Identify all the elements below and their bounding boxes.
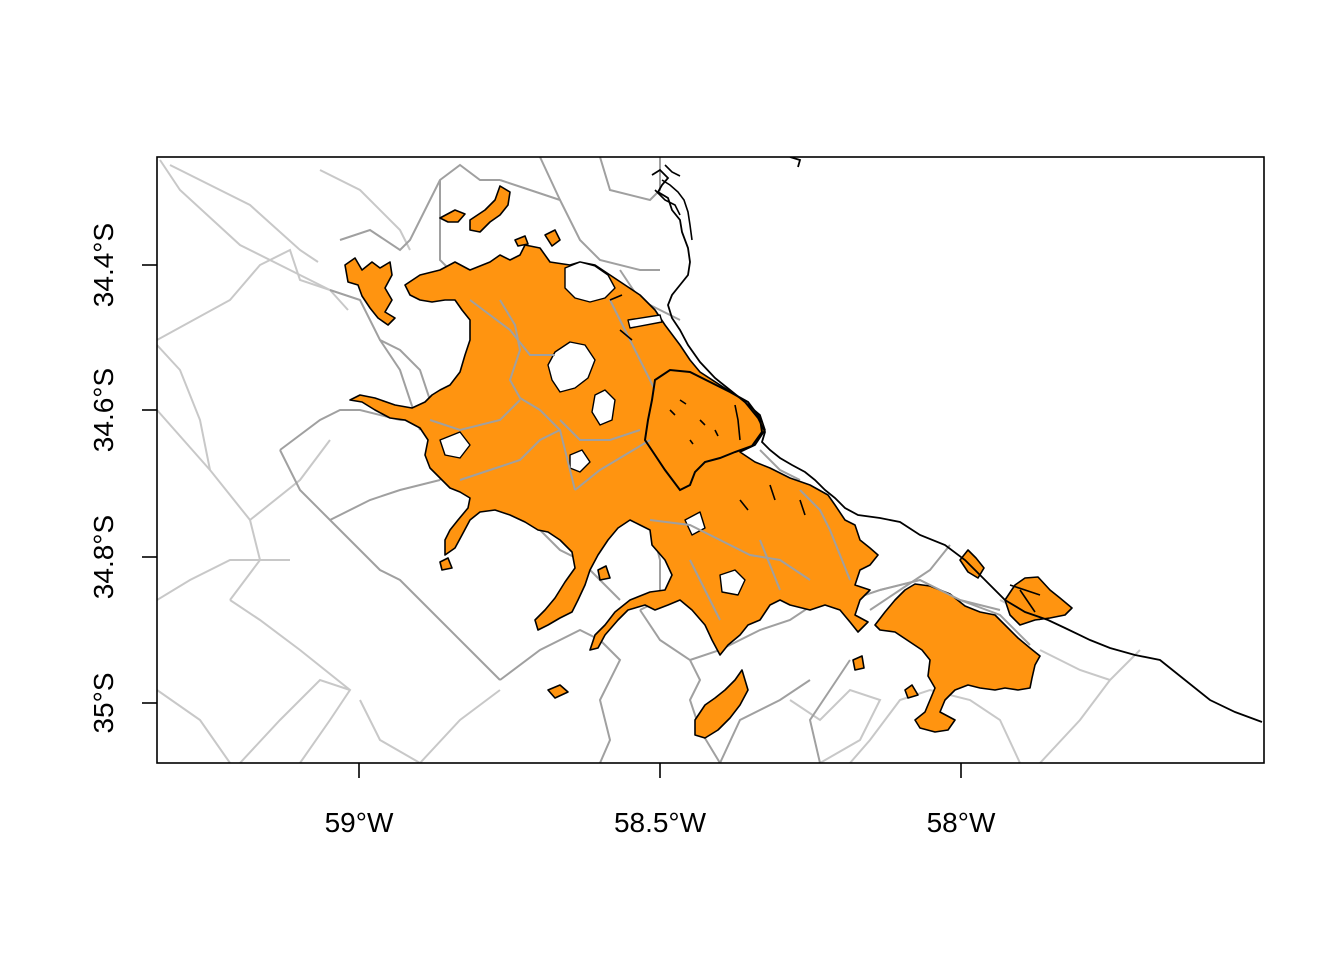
urban-hole [591,389,616,426]
urban-area-northeast [959,549,985,579]
map-layers [157,157,1263,763]
urban-area-south [852,655,865,671]
urban-area-north [544,229,561,247]
x-tick-label: 59°W [325,807,394,838]
plot-frame [156,156,1265,764]
urban-area-east [1004,576,1073,626]
urban-area-north [514,235,529,247]
urban-hole [547,341,596,393]
urban-hole [564,261,616,303]
urban-hole [719,569,746,596]
x-tick-label: 58.5°W [614,807,707,838]
x-tick-label: 58°W [927,807,996,838]
outer-district-borders [157,159,1141,763]
urban-hole [627,314,663,329]
urban-area-north [439,209,466,223]
urban-area-northwest [344,257,396,326]
urban-area-south [694,669,749,739]
urban-area-south [597,565,611,581]
y-tick-label: 34.8°S [88,515,119,599]
y-axis: 34.4°S 34.6°S 34.8°S 35°S [88,223,157,734]
urban-area-north [469,185,511,233]
urban-hole [439,431,471,459]
river-delta [654,164,693,241]
urban-area-south [547,684,569,699]
y-tick-label: 34.4°S [88,223,119,307]
urban-area-south [904,684,919,699]
capital-detail-marks [609,294,1041,613]
y-tick-label: 35°S [88,672,119,733]
urban-area-south [439,557,453,571]
y-tick-label: 34.6°S [88,368,119,452]
urban-hole [569,449,591,473]
coastline [651,157,1263,723]
capital-city-boundary [643,368,764,492]
urban-area-southeast [874,583,1041,733]
x-axis: 59°W 58.5°W 58°W [325,763,996,838]
inner-district-borders-overlay [429,299,1031,646]
